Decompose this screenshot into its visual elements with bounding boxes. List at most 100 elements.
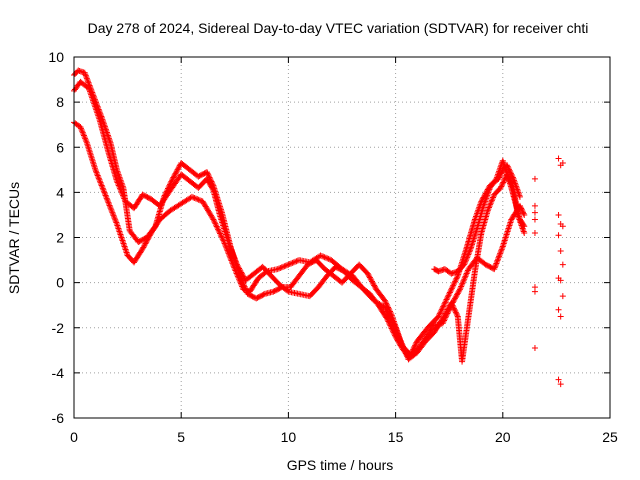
data-point (531, 202, 538, 209)
data-point (81, 133, 88, 140)
data-point (114, 179, 121, 186)
data-point (386, 319, 393, 326)
data-point (439, 315, 446, 322)
data-point (388, 311, 395, 318)
data-point (446, 290, 453, 297)
data-point (488, 197, 495, 204)
data-point (119, 237, 126, 244)
data-point (83, 74, 90, 81)
data-point (444, 293, 451, 300)
data-point (151, 224, 158, 231)
data-point (243, 288, 250, 295)
data-point (499, 244, 506, 251)
data-point (102, 191, 109, 198)
data-point (436, 310, 443, 317)
data-point (115, 180, 122, 187)
x-tick-label: 15 (388, 429, 404, 445)
data-point (168, 178, 175, 185)
data-point (238, 276, 245, 283)
data-point (117, 232, 124, 239)
data-point (453, 275, 460, 282)
data-point (440, 314, 447, 321)
data-point (82, 136, 89, 143)
data-point (114, 223, 121, 230)
data-point (463, 270, 470, 277)
data-point (194, 196, 201, 203)
data-point (390, 329, 397, 336)
data-point (103, 195, 110, 202)
data-point (102, 126, 109, 133)
data-point (442, 299, 449, 306)
data-point (96, 176, 103, 183)
data-point (209, 215, 216, 222)
data-point (394, 330, 401, 337)
x-tick-label: 10 (281, 429, 297, 445)
data-point (115, 226, 122, 233)
data-point (385, 318, 392, 325)
data-point (285, 261, 292, 268)
data-point (506, 167, 513, 174)
data-point (395, 333, 402, 340)
data-point (449, 302, 456, 309)
data-point (397, 337, 404, 344)
data-point (381, 297, 388, 304)
data-point (403, 350, 410, 357)
data-point (142, 240, 149, 247)
data-point (95, 106, 102, 113)
data-point (462, 273, 469, 280)
data-point (96, 107, 103, 114)
data-point (451, 296, 458, 303)
data-point (87, 85, 94, 92)
data-point (140, 244, 147, 251)
data-point (448, 286, 455, 293)
data-point (123, 248, 130, 255)
x-tick-label: 5 (177, 429, 185, 445)
data-point (280, 263, 287, 270)
data-point (207, 177, 214, 184)
data-point (485, 205, 492, 212)
data-point (92, 97, 99, 104)
data-point (77, 123, 84, 130)
data-point (555, 376, 562, 383)
data-point (557, 248, 564, 255)
data-point (448, 299, 455, 306)
data-point (497, 249, 504, 256)
y-tick-label: 0 (56, 275, 64, 291)
data-point (121, 243, 128, 250)
data-point (83, 75, 90, 82)
data-point (207, 175, 214, 182)
data-point (412, 340, 419, 347)
data-point (288, 260, 295, 267)
data-point (484, 207, 491, 214)
data-point (531, 345, 538, 352)
data-point (102, 125, 109, 132)
data-point (436, 312, 443, 319)
data-point (104, 198, 111, 205)
data-point (492, 261, 499, 268)
data-point (466, 248, 473, 255)
data-point (464, 252, 471, 259)
data-point (452, 308, 459, 315)
data-point (369, 278, 376, 285)
data-point (463, 271, 470, 278)
data-point (401, 346, 408, 353)
data-point (205, 173, 212, 180)
data-point (143, 239, 150, 246)
data-point (444, 295, 451, 302)
data-point (205, 171, 212, 178)
data-point (109, 210, 116, 217)
data-point (87, 83, 94, 90)
data-point (82, 71, 89, 78)
data-point (461, 276, 468, 283)
data-point (395, 331, 402, 338)
data-point (451, 306, 458, 313)
data-point (209, 179, 216, 186)
x-axis-label: GPS time / hours (287, 457, 394, 473)
data-point (442, 310, 449, 317)
data-point (290, 259, 297, 266)
data-point (122, 246, 129, 253)
data-point (458, 282, 465, 289)
data-point (389, 314, 396, 321)
data-point (412, 342, 419, 349)
data-point (206, 174, 213, 181)
